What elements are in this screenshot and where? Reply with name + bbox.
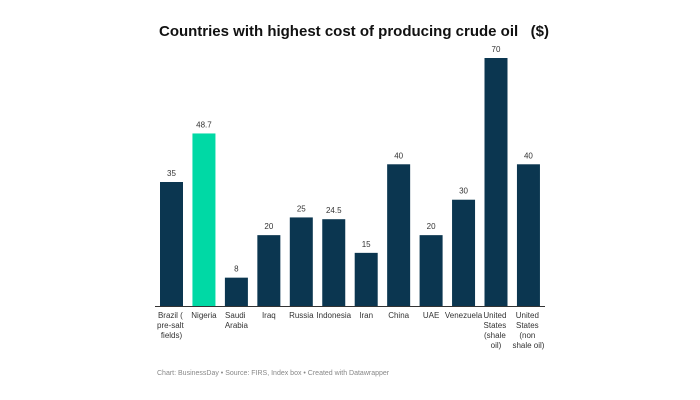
value-label: 8	[234, 265, 239, 274]
bar	[289, 217, 313, 306]
x-tick-label: Indonesia	[316, 311, 351, 320]
value-label: 20	[264, 222, 273, 231]
x-tick-label: Saudi Arabia	[225, 311, 249, 330]
x-tick-label: Venezuela	[445, 311, 483, 320]
chart-title: Countries with highest cost of producing…	[159, 23, 549, 40]
x-tick-label: Nigeria	[191, 311, 217, 320]
x-tick-label: Russia	[289, 311, 314, 320]
bar	[484, 58, 508, 306]
bar	[452, 199, 476, 306]
x-tick-label: Iran	[359, 311, 373, 320]
x-tick-label: Iraq	[262, 311, 276, 320]
value-label: 25	[297, 204, 306, 213]
value-label: 24.5	[326, 206, 342, 215]
x-tick-label: Brazil ( pre-salt fields)	[157, 311, 186, 340]
value-label: 15	[362, 240, 371, 249]
value-label: 35	[167, 169, 176, 178]
value-label: 70	[492, 45, 501, 54]
bar	[419, 235, 443, 306]
bar	[387, 164, 411, 306]
bar	[224, 277, 248, 306]
x-tick-label: United States (non shale oil)	[512, 311, 544, 350]
value-label: 40	[524, 151, 533, 160]
bar	[516, 164, 540, 306]
bar	[354, 252, 378, 306]
bar	[160, 182, 183, 306]
x-tick-label: United States (shale oil)	[483, 311, 508, 350]
bar	[257, 235, 281, 306]
x-tick-label: China	[388, 311, 409, 320]
value-label: 48.7	[196, 120, 212, 129]
value-label: 40	[394, 151, 403, 160]
value-label: 20	[427, 222, 436, 231]
value-label: 30	[459, 187, 468, 196]
bar	[192, 133, 216, 306]
bar	[322, 219, 346, 306]
source-note: Chart: BusinessDay • Source: FIRS, Index…	[157, 370, 390, 377]
x-tick-label: UAE	[423, 311, 439, 320]
